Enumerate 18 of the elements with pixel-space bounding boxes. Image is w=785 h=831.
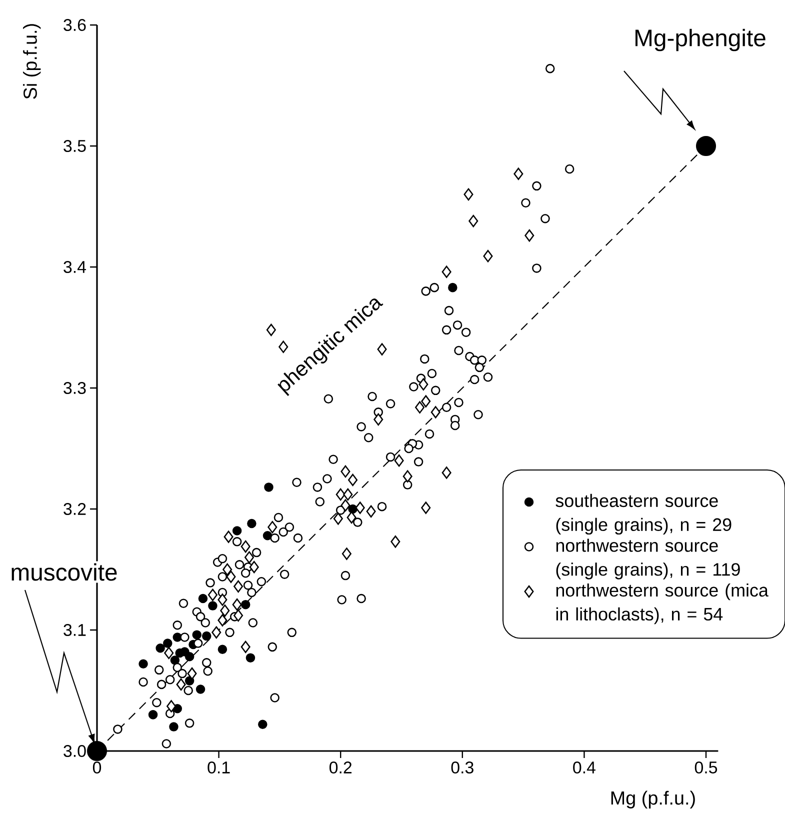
x-tick-label: 0.4 bbox=[573, 761, 596, 774]
x-tick-label: 0.1 bbox=[208, 761, 230, 774]
x-tick-label: 0.3 bbox=[451, 761, 474, 774]
y-tick-label: 3.3 bbox=[64, 382, 86, 394]
y-tick-label: 3.2 bbox=[64, 502, 86, 515]
x-tick-label: 0.2 bbox=[329, 761, 352, 774]
y-tick-label: 3.5 bbox=[64, 140, 86, 152]
y-tick-label: 3.0 bbox=[64, 744, 86, 757]
y-tick-label: 3.4 bbox=[64, 261, 86, 273]
annotation: muscovite bbox=[12, 563, 117, 581]
x-axis-title: Mg (p.f.u.) bbox=[611, 790, 695, 808]
y-axis-title: Si (p.f.u.) bbox=[23, 24, 41, 99]
y-tick-label: 3.1 bbox=[64, 624, 86, 636]
y-tick-label: 3.6 bbox=[64, 19, 86, 31]
annotation: Mg-phengite bbox=[636, 28, 766, 52]
x-tick-label: 0.5 bbox=[694, 761, 718, 774]
legend-label: northwestern source (mica in lithoclasts), n = 54 bbox=[556, 583, 768, 624]
x-tick-label: 0 bbox=[92, 761, 102, 774]
